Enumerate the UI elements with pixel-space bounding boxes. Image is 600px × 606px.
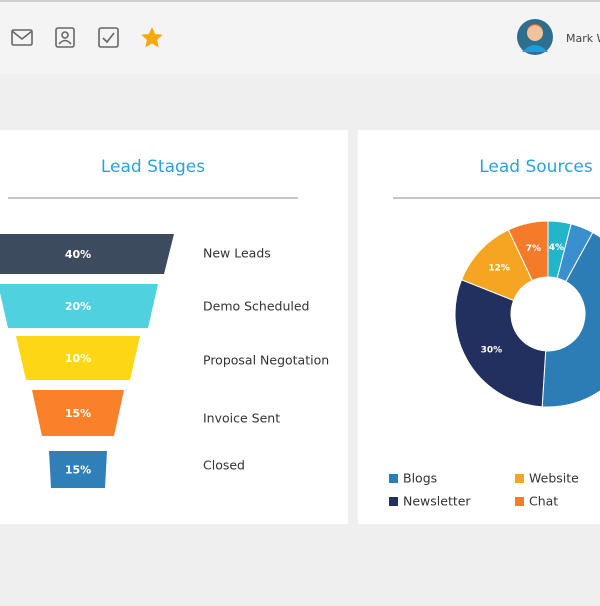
pie-slice xyxy=(507,220,549,282)
funnel-segment xyxy=(16,336,140,380)
legend-swatch xyxy=(515,497,524,506)
slice-label: 30% xyxy=(481,345,503,355)
pie-slice xyxy=(454,279,547,408)
slice-label: 7% xyxy=(526,244,541,254)
legend-swatch xyxy=(515,474,524,483)
slice-label: 4% xyxy=(549,243,564,253)
stage-label: Demo Scheduled xyxy=(203,299,310,314)
legend-label: Chat xyxy=(529,494,558,509)
task-icon[interactable] xyxy=(98,27,119,48)
funnel-segment xyxy=(0,234,174,274)
segment-label: 15% xyxy=(65,464,91,477)
segment-label: 40% xyxy=(65,248,91,261)
user-name: Mark W xyxy=(566,32,600,45)
funnel-segment xyxy=(49,451,107,488)
stage-label: New Leads xyxy=(203,246,271,261)
chart-title: Lead Stages xyxy=(101,157,205,177)
legend-label: Website xyxy=(529,471,579,486)
funnel-segment xyxy=(32,390,124,436)
star-icon[interactable] xyxy=(141,27,163,48)
segment-label: 20% xyxy=(65,300,91,313)
legend-label: Blogs xyxy=(403,471,437,486)
funnel-segment xyxy=(0,284,158,328)
pie-slice xyxy=(541,231,600,408)
legend-swatch xyxy=(389,474,398,483)
contact-icon[interactable] xyxy=(55,27,75,48)
legend-label: Newsletter xyxy=(403,494,471,509)
legend-swatch xyxy=(389,497,398,506)
avatar[interactable] xyxy=(517,19,553,55)
segment-label: 15% xyxy=(65,407,91,420)
stage-label: Invoice Sent xyxy=(203,411,280,426)
stage-label: Closed xyxy=(203,458,245,473)
top-bar xyxy=(0,0,600,74)
stage-label: Proposal Negotation xyxy=(203,353,329,368)
mail-icon[interactable] xyxy=(11,29,33,46)
slice-label: 12% xyxy=(488,264,510,274)
chart-title: Lead Sources xyxy=(479,157,593,177)
segment-label: 10% xyxy=(65,352,91,365)
